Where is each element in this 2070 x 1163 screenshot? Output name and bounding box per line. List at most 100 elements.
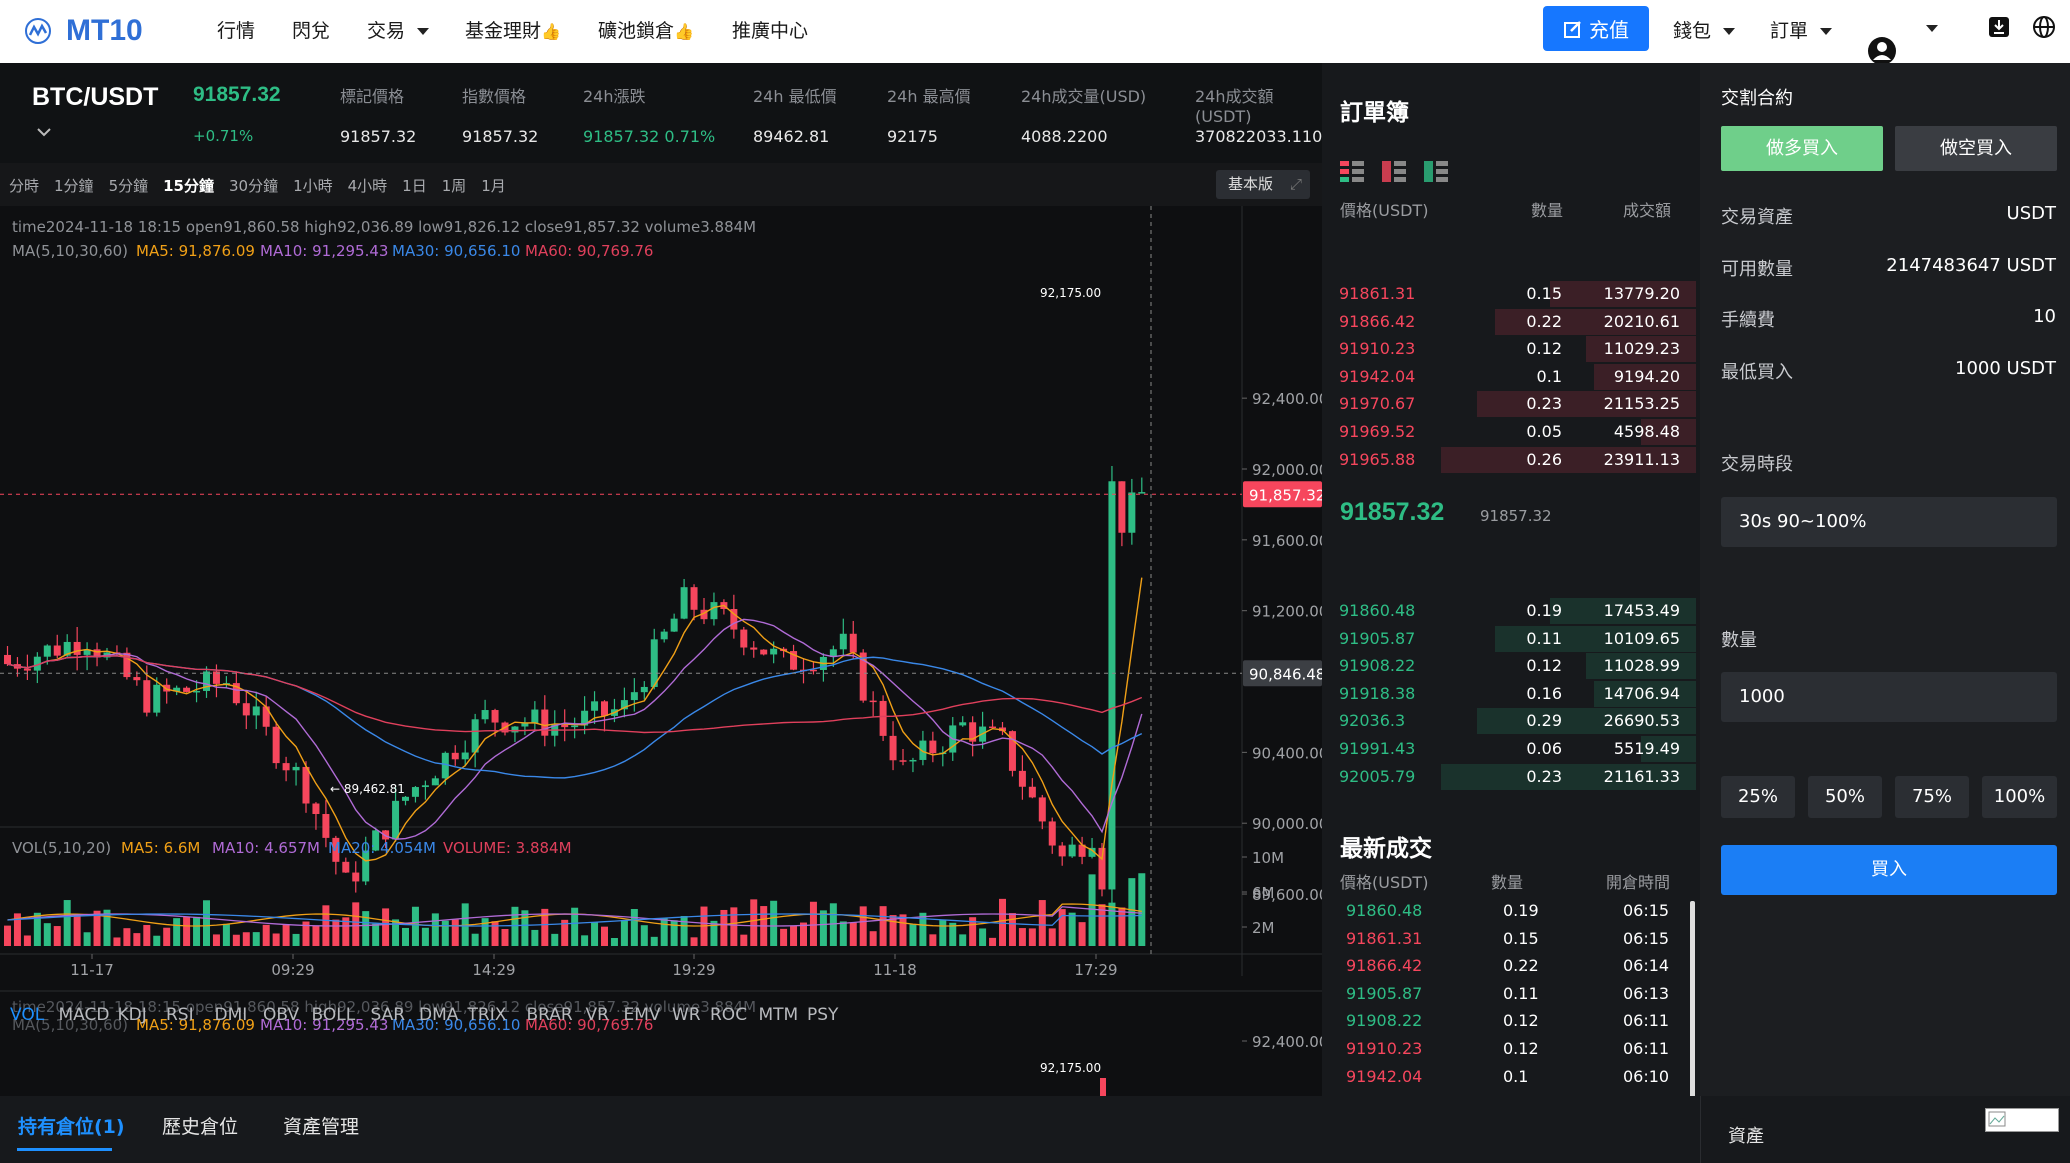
download-icon[interactable] <box>1988 16 2010 38</box>
asks-row[interactable]: 91861.31 0.15 13779.20 <box>1331 281 1696 308</box>
nav-market[interactable]: 行情 <box>217 20 256 42</box>
pair-name[interactable]: BTC/USDT <box>32 83 159 111</box>
edit-icon <box>1564 20 1581 38</box>
indicator-tab[interactable]: EMV <box>624 1005 661 1025</box>
tab-timeframe[interactable]: 1周 <box>441 177 467 195</box>
quantity-input[interactable]: 1000 <box>1721 672 2057 722</box>
asks-row[interactable]: 91970.67 0.23 21153.25 <box>1331 391 1696 418</box>
candle-body <box>282 763 290 771</box>
both-sides-icon[interactable] <box>1340 161 1364 183</box>
indicator-tab[interactable]: BOLL <box>312 1005 356 1025</box>
tab-timeframe[interactable]: 1月 <box>481 177 506 195</box>
basic-version-button[interactable]: 基本版 ⤢ <box>1216 170 1310 199</box>
bids-row[interactable]: 92005.79 0.23 21161.33 <box>1331 763 1696 791</box>
indicator-tab[interactable]: VOL <box>10 1005 45 1025</box>
chevron-down-icon[interactable] <box>36 127 52 137</box>
indicator-tab[interactable]: MACD <box>59 1005 110 1025</box>
indicator-tab[interactable]: MTM <box>759 1005 799 1025</box>
depth-bar <box>1586 653 1696 680</box>
bids-only-icon[interactable] <box>1424 161 1448 183</box>
volume-bar <box>1118 907 1126 946</box>
bids-row[interactable]: 91860.48 0.19 17453.49 <box>1331 598 1696 625</box>
brand-logo[interactable]: MT10 <box>24 14 143 48</box>
candle-body <box>93 649 101 658</box>
tab-timeframe[interactable]: 1日 <box>402 177 427 195</box>
mid-price-sub: 91857.32 <box>1480 507 1552 525</box>
bids-row[interactable]: 91991.43 0.06 5519.49 <box>1331 736 1696 763</box>
candle-body <box>173 687 181 692</box>
chart-panel[interactable]: 92,400.00 92,000.00 91,600.00 91,200.00 90,4… <box>0 206 1328 1096</box>
candle-body <box>441 752 449 779</box>
indicator-tab[interactable]: TRIX <box>467 1005 507 1025</box>
nav-swap[interactable]: 閃兌 <box>292 20 331 42</box>
indicator-tab[interactable]: KDJ <box>118 1005 147 1025</box>
bids-row[interactable]: 91918.38 0.16 14706.94 <box>1331 680 1696 708</box>
asks-only-icon[interactable] <box>1382 161 1406 183</box>
ticker-value: 92175 <box>887 127 938 146</box>
bids-row[interactable]: 92036.3 0.29 26690.53 <box>1331 708 1696 735</box>
indicator-tab[interactable]: WR <box>672 1005 701 1025</box>
deposit-button[interactable]: 充值 <box>1543 6 1649 51</box>
indicator-tab[interactable]: BRAR <box>527 1005 573 1025</box>
volume-bar <box>660 918 668 946</box>
buy-button[interactable]: 買入 <box>1721 845 2057 895</box>
amount: 13779.20 <box>1603 284 1680 303</box>
tab-timeframe[interactable]: 30分鐘 <box>228 177 279 195</box>
asks-row[interactable]: 91969.52 0.05 4598.48 <box>1331 419 1696 446</box>
pct-25-button[interactable]: 25% <box>1721 776 1795 818</box>
tab-timeframe[interactable]: 分時 <box>9 177 40 195</box>
indicator-tab[interactable]: RSI <box>166 1005 194 1025</box>
tab-history[interactable]: 歷史倉位 <box>162 1116 239 1138</box>
period-select[interactable]: 30s 90~100% <box>1721 497 2057 547</box>
tab-timeframe[interactable]: 1分鐘 <box>54 177 94 195</box>
bids-row[interactable]: 91905.87 0.11 10109.65 <box>1331 625 1696 653</box>
nav-referral[interactable]: 推廣中心 <box>732 20 809 42</box>
nav-trade[interactable]: 交易 <box>367 16 430 43</box>
volume-bar <box>501 929 509 946</box>
globe-icon[interactable] <box>2032 15 2056 39</box>
tab-timeframe[interactable]: 4小時 <box>347 177 388 195</box>
tab-timeframe[interactable]: 5分鐘 <box>108 177 149 195</box>
nav-pool[interactable]: 礦池鎖倉👍 <box>598 20 694 42</box>
candle-body <box>969 722 977 742</box>
volume-bar <box>640 925 648 946</box>
trade-time: 06:13 <box>1623 983 1670 1003</box>
volume-bar <box>282 924 290 946</box>
short-buy-button[interactable]: 做空買入 <box>1895 126 2057 171</box>
indicator-tab[interactable]: DMA <box>419 1005 459 1025</box>
indicator-tab[interactable]: PSY <box>807 1005 839 1025</box>
low-mark: ← 89,462.81 <box>330 782 405 796</box>
indicator-tab[interactable]: ROC <box>710 1005 747 1025</box>
volume-bar <box>173 918 181 946</box>
nav-fund[interactable]: 基金理財👍 <box>465 20 561 42</box>
price: 91905.87 <box>1339 628 1416 648</box>
info-value: 1000 USDT <box>1955 357 2056 379</box>
candle-body <box>541 709 549 736</box>
bids-row[interactable]: 91908.22 0.12 11028.99 <box>1331 653 1696 680</box>
indicator-tab[interactable]: VR <box>586 1005 610 1025</box>
asks-row[interactable]: 91942.04 0.1 9194.20 <box>1331 363 1696 391</box>
kline-chart[interactable]: 92,400.00 92,000.00 91,600.00 91,200.00 90,4… <box>0 206 1328 1096</box>
pct-100-button[interactable]: 100% <box>1982 776 2057 818</box>
ma-line <box>7 655 1143 779</box>
tab-assets[interactable]: 資產管理 <box>283 1116 360 1138</box>
asks-row[interactable]: 91866.42 0.22 20210.61 <box>1331 308 1696 336</box>
asks-row[interactable]: 91910.23 0.12 11029.23 <box>1331 336 1696 363</box>
volume-bar <box>531 929 539 946</box>
nav-orders[interactable]: 訂單 <box>1770 16 1833 43</box>
tab-positions[interactable]: 持有倉位(1) <box>18 1116 125 1138</box>
tab-timeframe[interactable]: 15分鐘 <box>163 177 214 195</box>
asks-row[interactable]: 91965.88 0.26 23911.13 <box>1331 446 1696 474</box>
image-icon <box>1988 1111 2006 1127</box>
ma-line <box>7 655 1143 734</box>
pct-75-button[interactable]: 75% <box>1895 776 1969 818</box>
indicator-tab[interactable]: SAR <box>371 1005 406 1025</box>
indicator-tab[interactable]: DMI <box>215 1005 248 1025</box>
nav-wallet[interactable]: 錢包 <box>1673 16 1736 43</box>
indicator-tab[interactable]: OBV <box>263 1005 300 1025</box>
long-buy-button[interactable]: 做多買入 <box>1721 126 1883 171</box>
trades-scrollbar[interactable] <box>1690 901 1695 1146</box>
tab-timeframe[interactable]: 1小時 <box>293 177 333 195</box>
info-value: USDT <box>2006 203 2056 224</box>
pct-50-button[interactable]: 50% <box>1808 776 1882 818</box>
